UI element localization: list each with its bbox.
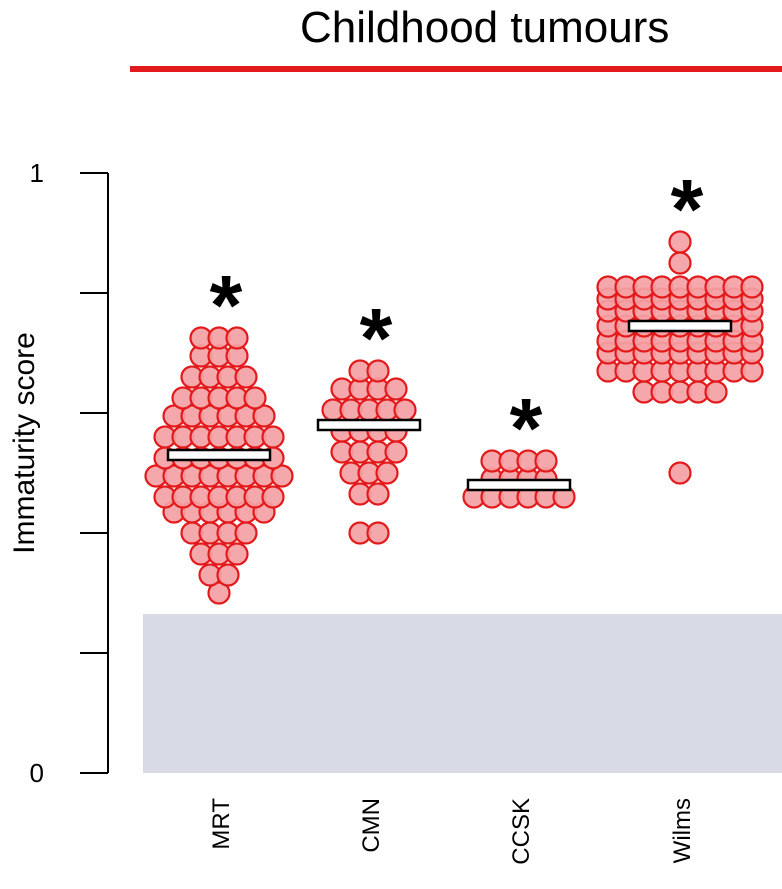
- y-axis-label: Immaturity score: [8, 332, 41, 554]
- data-point: [252, 404, 276, 428]
- point-group-cmn: [321, 359, 417, 545]
- median-bar: [466, 478, 572, 492]
- background-band: [143, 614, 782, 773]
- data-point: [225, 542, 249, 566]
- significance-star: *: [671, 162, 704, 256]
- data-point: [384, 440, 408, 464]
- data-point: [261, 485, 285, 509]
- data-point: [393, 398, 417, 422]
- y-tick-label: 1: [30, 158, 44, 188]
- significance-star: *: [510, 381, 543, 475]
- data-point: [375, 461, 399, 485]
- point-group-wilms: [596, 230, 764, 485]
- data-point: [534, 449, 558, 473]
- category-label: CCSK: [508, 798, 535, 865]
- significance-star: *: [360, 291, 393, 385]
- data-point: [234, 521, 258, 545]
- data-point: [261, 425, 285, 449]
- data-point: [668, 461, 692, 485]
- category-label: MRT: [208, 798, 235, 850]
- data-point: [366, 482, 390, 506]
- point-group-mrt: [144, 326, 294, 605]
- data-point: [243, 386, 267, 410]
- title-underline: [130, 66, 782, 72]
- category-label: Wilms: [669, 798, 696, 863]
- data-point: [207, 581, 231, 605]
- category-label: CMN: [358, 798, 385, 853]
- data-point: [704, 380, 728, 404]
- data-point: [366, 359, 390, 383]
- median-bar: [166, 448, 272, 462]
- data-point: [234, 365, 258, 389]
- significance-star: *: [210, 258, 243, 352]
- median-bar: [316, 418, 422, 432]
- data-point: [225, 326, 249, 350]
- data-point: [668, 230, 692, 254]
- data-point: [740, 275, 764, 299]
- data-point: [366, 521, 390, 545]
- median-bar: [627, 319, 733, 333]
- y-tick-label: 0: [30, 758, 44, 788]
- chart-title: Childhood tumours: [300, 3, 670, 52]
- data-point: [270, 464, 294, 488]
- data-point: [384, 377, 408, 401]
- data-point: [216, 563, 240, 587]
